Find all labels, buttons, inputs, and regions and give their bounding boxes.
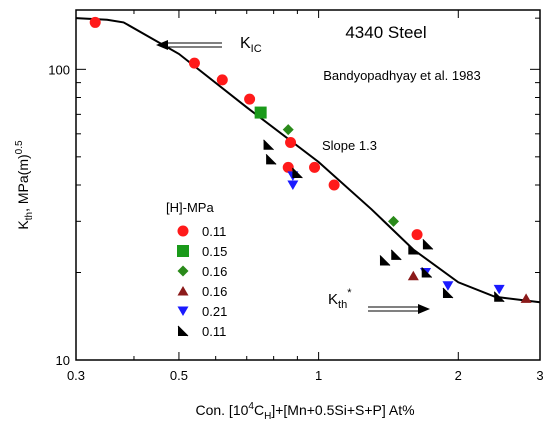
data-point-circle [188, 57, 200, 69]
legend-label: 0.11 [202, 224, 226, 239]
data-points [89, 16, 532, 303]
kth-annotation: Kth* [328, 287, 430, 314]
data-point-circle [328, 179, 340, 191]
half-square-edge [422, 238, 434, 250]
legend-label: 0.16 [202, 284, 227, 299]
half-square-edge [379, 255, 391, 266]
legend-marker-half-square [177, 325, 189, 337]
x-tick-label: 0.5 [170, 368, 188, 383]
legend-marker-triangle-down [177, 306, 189, 316]
axis-tick-labels: 0.3 0.5 1 2 3 10 100 [48, 62, 543, 383]
half-square-edge [263, 139, 274, 151]
data-point-circle [244, 93, 256, 105]
x-axis-title: Con. [104CH]+[Mn+0.5Si+S+P] At% [195, 401, 414, 422]
data-point-circle [216, 74, 228, 86]
chart-subtitle: Bandyopadhyay et al. 1983 [323, 68, 481, 83]
legend-label: 0.11 [202, 324, 226, 339]
legend-marker-square [177, 245, 189, 257]
legend-marker-triangle-up [177, 286, 189, 296]
data-point-circle [309, 161, 321, 173]
data-point-half-square [263, 139, 274, 151]
data-point-half-square [390, 249, 402, 261]
y-axis-title: Kth, MPa(m)0.5 [14, 140, 35, 230]
data-point-triangle-up [520, 293, 532, 303]
chart-title: 4340 Steel [345, 23, 426, 42]
kth-arrowhead [418, 304, 430, 314]
half-square-edge [407, 244, 419, 255]
kic-annotation: KIC [156, 35, 262, 55]
legend-marker-circle [177, 225, 189, 237]
data-point-circle [89, 16, 101, 28]
plot-frame [75, 9, 541, 361]
y-tick-label: 10 [56, 353, 70, 368]
data-point-half-square [292, 167, 303, 179]
data-point-diamond [387, 215, 399, 227]
axis-ticks [75, 10, 541, 361]
y-tick-label: 100 [48, 62, 70, 77]
half-square-edge [493, 291, 505, 303]
legend-label: 0.16 [202, 264, 227, 279]
data-point-half-square [442, 287, 454, 299]
kic-label: KIC [240, 35, 262, 55]
legend-label: 0.15 [202, 244, 227, 259]
data-point-half-square [421, 267, 433, 278]
slope-label: Slope 1.3 [322, 138, 377, 153]
data-point-square [254, 106, 267, 119]
x-tick-label: 3 [536, 368, 543, 383]
x-tick-label: 0.3 [67, 368, 85, 383]
data-point-circle [285, 137, 297, 149]
data-point-half-square [265, 154, 277, 165]
data-point-diamond [282, 124, 294, 136]
half-square-edge [292, 167, 303, 179]
data-point-triangle-down [442, 281, 454, 291]
data-point-circle [411, 229, 423, 241]
half-square-edge [421, 267, 433, 278]
data-point-triangle-down [493, 284, 505, 295]
data-point-half-square [407, 244, 419, 255]
legend: [H]-MPa 0.11 0.15 0.16 0.16 0.21 0.11 [166, 200, 227, 339]
legend-items: 0.11 0.15 0.16 0.16 0.21 0.11 [177, 224, 227, 339]
data-point-half-square [379, 255, 391, 266]
legend-label: 0.21 [202, 304, 227, 319]
kth-label: Kth* [328, 287, 352, 311]
data-point-triangle-up [407, 270, 419, 281]
x-tick-label: 1 [315, 368, 322, 383]
x-tick-label: 2 [455, 368, 462, 383]
half-square-edge [442, 287, 454, 299]
data-point-half-square [422, 238, 434, 250]
data-point-circle [282, 161, 294, 173]
data-point-triangle-down [287, 180, 299, 190]
half-square-edge [177, 325, 189, 337]
half-square-edge [265, 154, 277, 165]
legend-title: [H]-MPa [166, 200, 214, 215]
kic-arrowhead [156, 40, 168, 50]
data-point-half-square [493, 291, 505, 303]
legend-marker-diamond [177, 265, 189, 277]
half-square-edge [390, 249, 402, 261]
fit-curve-line [75, 17, 541, 304]
